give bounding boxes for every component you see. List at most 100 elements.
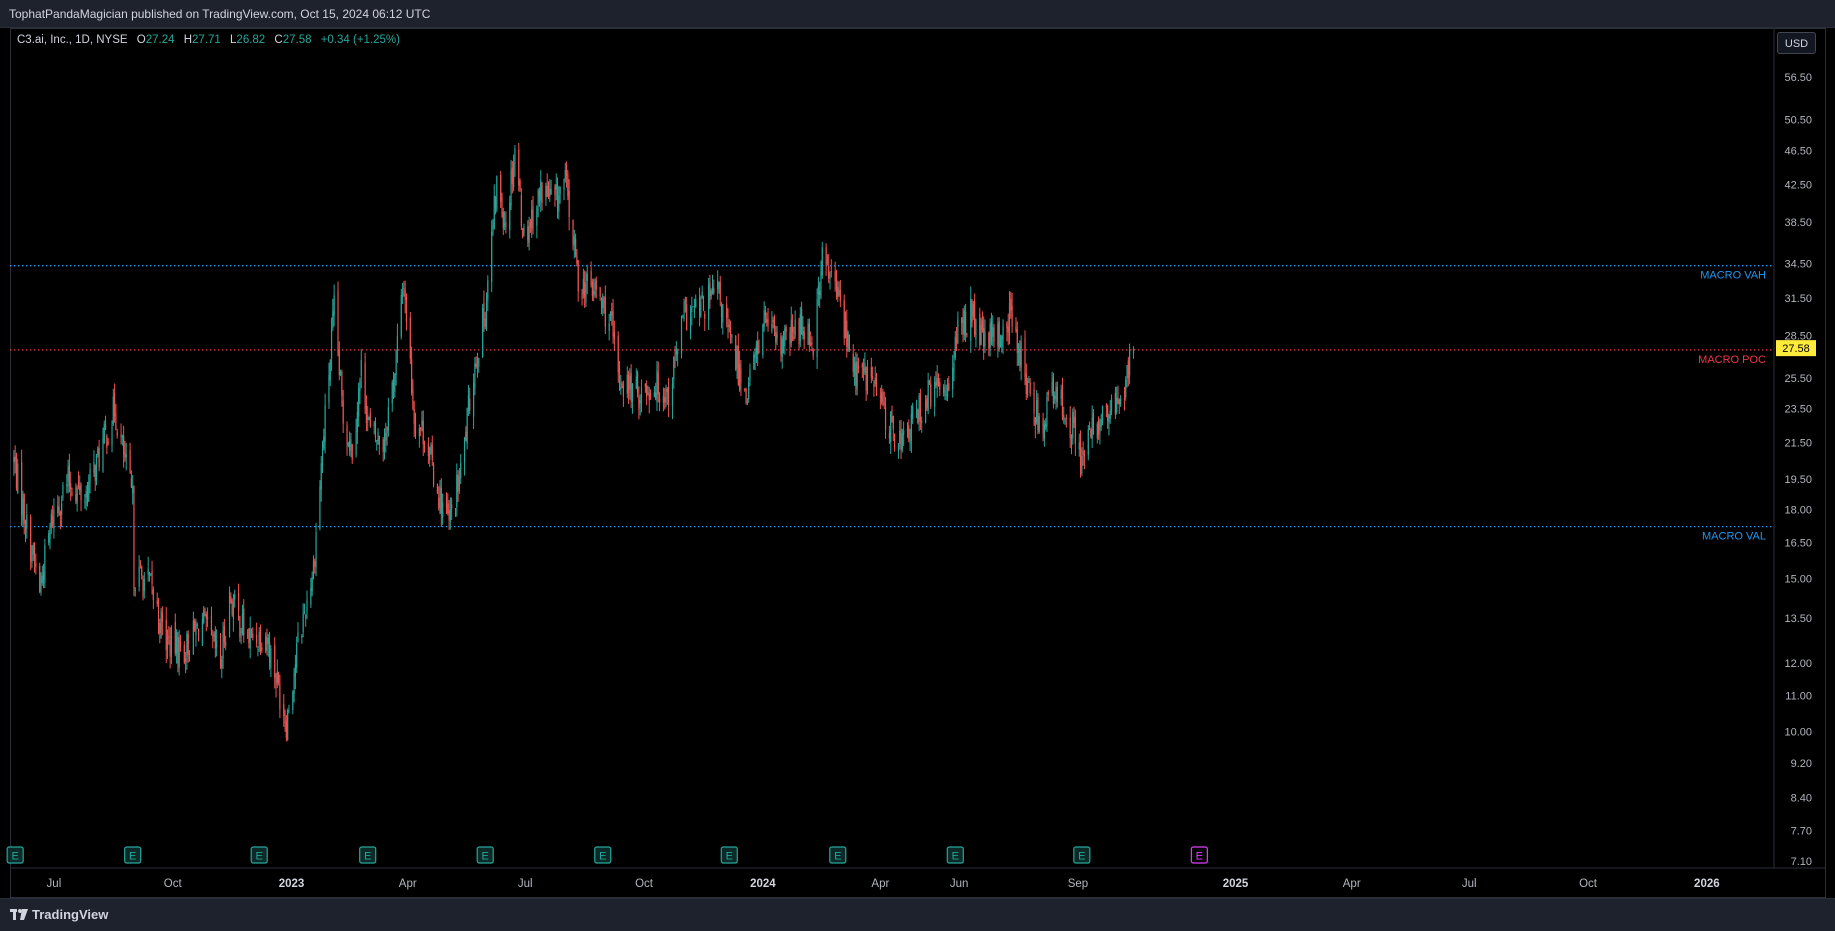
candle-body (630, 373, 632, 402)
earnings-marker-letter: E (129, 851, 136, 863)
candle-body (232, 602, 235, 619)
candle-body (337, 291, 339, 354)
candle-body (152, 589, 154, 600)
candle-body (240, 631, 242, 633)
time-tick-label: 2023 (279, 878, 305, 890)
candle-body (981, 320, 983, 331)
candle-body (739, 363, 741, 391)
tradingview-brand[interactable]: TradingView (10, 907, 108, 922)
earnings-e-icon[interactable]: E (359, 846, 377, 864)
candle-body (88, 482, 90, 502)
earnings-marker-box (946, 846, 964, 864)
candle-body (102, 438, 104, 472)
candle-body (1042, 418, 1044, 434)
candle-body (296, 643, 298, 668)
candle-body (1110, 398, 1113, 412)
candle-body (857, 365, 860, 369)
currency-button[interactable]: USD (1777, 32, 1816, 54)
candle-body (368, 417, 370, 419)
candle-body (819, 291, 821, 296)
candle-body (320, 463, 322, 490)
candle-body (1061, 386, 1064, 417)
candle-body (61, 503, 63, 515)
candle-body (249, 628, 251, 649)
symbol-title[interactable]: C3.ai, Inc., 1D, NYSE (17, 34, 128, 46)
candle-body (358, 388, 360, 417)
candle-body (355, 430, 357, 455)
candle-body (248, 628, 250, 644)
earnings-e-icon[interactable]: E (250, 846, 268, 864)
earnings-e-icon[interactable]: E (946, 846, 964, 864)
candle-body (1092, 412, 1095, 434)
candle-body (125, 454, 127, 458)
candle-body (671, 384, 674, 407)
candle-body (21, 461, 23, 515)
earnings-e-icon[interactable]: E (1073, 846, 1091, 864)
earnings-e-icon[interactable]: E (829, 846, 847, 864)
candle-body (71, 492, 73, 496)
candle-body (423, 442, 426, 448)
candle-body (62, 485, 64, 498)
candle-body (42, 571, 45, 580)
earnings-e-icon[interactable]: E (594, 846, 612, 864)
earnings-e-icon[interactable]: E (1190, 846, 1208, 864)
candle-body (261, 647, 263, 651)
candle-body (802, 326, 804, 336)
candle-body (979, 314, 981, 345)
candle-body (1108, 416, 1110, 423)
candle-body (440, 487, 442, 514)
candle-body (1025, 373, 1027, 395)
price-tick-label: 28.50 (1784, 331, 1812, 343)
candle-body (212, 634, 214, 636)
candle-body (897, 444, 900, 452)
candle-body (68, 465, 71, 487)
candle-body (563, 178, 565, 191)
candle-body (483, 302, 485, 320)
candle-body (620, 387, 622, 390)
candle-body (305, 615, 307, 617)
candle-body (123, 435, 125, 455)
earnings-e-icon[interactable]: E (720, 846, 738, 864)
candle-body (98, 447, 100, 468)
time-tick-label: Jul (1462, 878, 1477, 890)
price-tick-label: 7.70 (1791, 826, 1812, 838)
candle-body (445, 496, 448, 508)
candle-body (862, 368, 865, 371)
earnings-e-icon[interactable]: E (476, 846, 494, 864)
candle-body (727, 318, 729, 328)
candle-body (385, 432, 387, 441)
candle-body (1069, 417, 1071, 438)
time-tick-label: Apr (399, 878, 417, 890)
candle-body (247, 634, 249, 636)
candle-body (206, 617, 209, 619)
candle-body (992, 327, 994, 337)
candle-body (75, 494, 77, 502)
candle-body (30, 516, 32, 562)
candle-body (710, 290, 712, 297)
candle-body (532, 206, 534, 231)
candle-body (285, 720, 287, 738)
candle-body (195, 626, 197, 636)
footer-bar: TradingView (0, 898, 1835, 931)
candle-body (1078, 442, 1080, 450)
candle-body (912, 406, 914, 419)
candle-body (1060, 390, 1062, 399)
candle-body (463, 437, 466, 463)
candle-body (1007, 326, 1009, 333)
candle-body (758, 350, 760, 353)
candle-body (151, 570, 153, 584)
candle-body (487, 280, 489, 301)
candle-body (332, 311, 334, 329)
earnings-e-icon[interactable]: E (6, 846, 24, 864)
candle-body (147, 568, 149, 575)
candle-body (888, 433, 891, 439)
earnings-e-icon[interactable]: E (124, 846, 142, 864)
candle-body (983, 328, 985, 347)
candle-body (856, 361, 858, 390)
candle-body (1045, 423, 1047, 428)
time-tick-label: 2025 (1223, 878, 1249, 890)
candle-body (183, 644, 185, 663)
candle-body (274, 645, 276, 678)
candle-body (409, 317, 411, 359)
